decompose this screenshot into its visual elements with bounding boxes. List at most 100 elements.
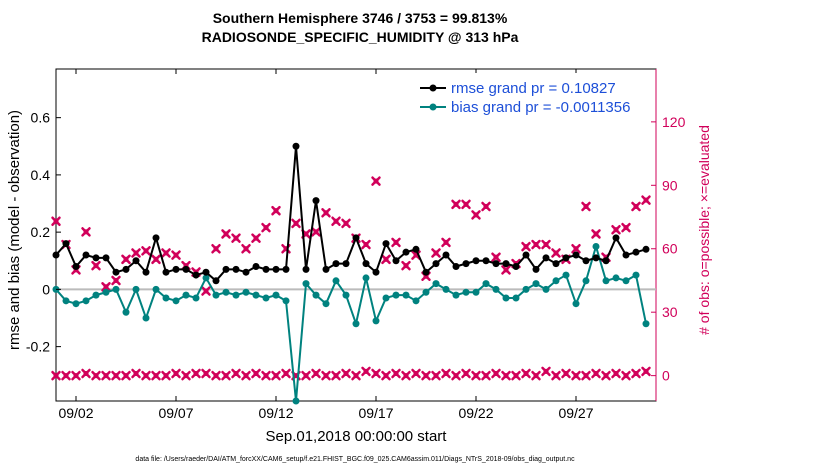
obs-marker [221, 229, 231, 239]
obs-marker-core [483, 203, 489, 209]
obs-marker [191, 368, 201, 379]
obs-marker [611, 368, 621, 379]
bias-point [62, 297, 70, 305]
obs-marker [91, 260, 101, 271]
obs-marker-core [453, 373, 459, 379]
obs-marker-core [133, 371, 139, 377]
obs-marker [101, 370, 111, 381]
obs-marker-core [263, 225, 269, 231]
rmse-point [592, 254, 600, 262]
bias-point [212, 291, 220, 299]
obs-marker-core [103, 284, 109, 290]
obs-marker [151, 370, 161, 381]
obs-marker [141, 370, 151, 381]
obs-marker-core [373, 178, 379, 184]
obs-marker [451, 199, 461, 210]
obs-marker [171, 250, 181, 260]
rmse-point [642, 245, 650, 253]
bias-point [162, 294, 170, 302]
y-tick-label: 0.6 [31, 110, 51, 126]
obs-marker [111, 370, 121, 381]
obs-marker [591, 229, 601, 239]
obs-marker [331, 370, 341, 381]
bias-point [292, 397, 300, 405]
obs-marker [201, 368, 211, 379]
rmse-point [212, 277, 220, 285]
obs-marker-core [323, 210, 329, 216]
bias-point [342, 291, 350, 299]
obs-marker [471, 370, 481, 381]
bias-point [232, 291, 240, 299]
obs-marker [491, 252, 501, 262]
rmse-point [142, 268, 150, 276]
bias-point [352, 320, 360, 328]
obs-marker [531, 239, 541, 250]
obs-marker-core [53, 373, 59, 379]
y2-tick-label: 120 [662, 114, 686, 130]
obs-marker-core [493, 371, 499, 377]
rmse-point [302, 265, 310, 273]
obs-marker-core [263, 373, 269, 379]
rmse-point [232, 265, 240, 273]
obs-marker-core [593, 371, 599, 377]
obs-marker [601, 370, 611, 381]
rmse-point [312, 197, 320, 205]
bias-series-group [52, 242, 650, 405]
obs-marker-core [73, 373, 79, 379]
obs-marker [281, 368, 291, 379]
obs-marker [441, 237, 451, 248]
obs-marker [501, 265, 511, 275]
obs-marker [251, 368, 261, 379]
rmse-point [562, 254, 570, 262]
bias-point [402, 291, 410, 299]
obs-marker [361, 239, 371, 250]
obs-marker [501, 370, 511, 381]
rmse-point [372, 268, 380, 276]
obs-marker [581, 201, 591, 212]
obs-marker [571, 370, 581, 381]
obs-marker-core [153, 373, 159, 379]
obs-marker [461, 199, 471, 210]
obs-marker-core [303, 231, 309, 237]
obs-marker [71, 370, 81, 381]
rmse-point [522, 251, 530, 259]
bias-point [312, 291, 320, 299]
obs-marker [101, 282, 111, 292]
obs-marker-core [333, 218, 339, 224]
obs-marker [521, 241, 531, 252]
bias-point [502, 294, 510, 302]
y2-tick-label: 60 [662, 241, 678, 257]
obs-marker [81, 368, 91, 379]
obs-marker [121, 254, 131, 265]
obs-marker-core [153, 256, 159, 262]
bias-point [142, 314, 150, 322]
obs-marker-core [233, 371, 239, 377]
obs-marker [301, 370, 311, 381]
obs-marker-core [213, 373, 219, 379]
obs-marker-core [183, 263, 189, 269]
obs-marker [341, 218, 351, 229]
y2-axis-ticks: 0 30 60 90 120 [651, 114, 686, 384]
bias-point [482, 280, 490, 288]
obs-marker-core [143, 373, 149, 379]
x-axis-label: Sep.01,2018 00:00:00 start [266, 428, 448, 445]
obs-marker [261, 370, 271, 381]
obs-marker-core [603, 254, 609, 260]
obs-marker-core [533, 242, 539, 248]
obs-marker-core [423, 273, 429, 279]
obs-marker-core [283, 371, 289, 377]
obs-marker [51, 216, 61, 227]
obs-marker-core [53, 218, 59, 224]
bias-point [422, 288, 430, 296]
obs-marker-core [533, 373, 539, 379]
obs-marker-core [423, 373, 429, 379]
obs-marker-core [223, 231, 229, 237]
obs-marker-core [233, 235, 239, 241]
obs-marker-core [83, 371, 89, 377]
obs-marker-core [253, 235, 259, 241]
obs-marker [481, 201, 491, 212]
bias-point [492, 285, 500, 293]
rmse-point [442, 251, 450, 259]
obs-marker-core [363, 368, 369, 374]
bias-point [182, 291, 190, 299]
